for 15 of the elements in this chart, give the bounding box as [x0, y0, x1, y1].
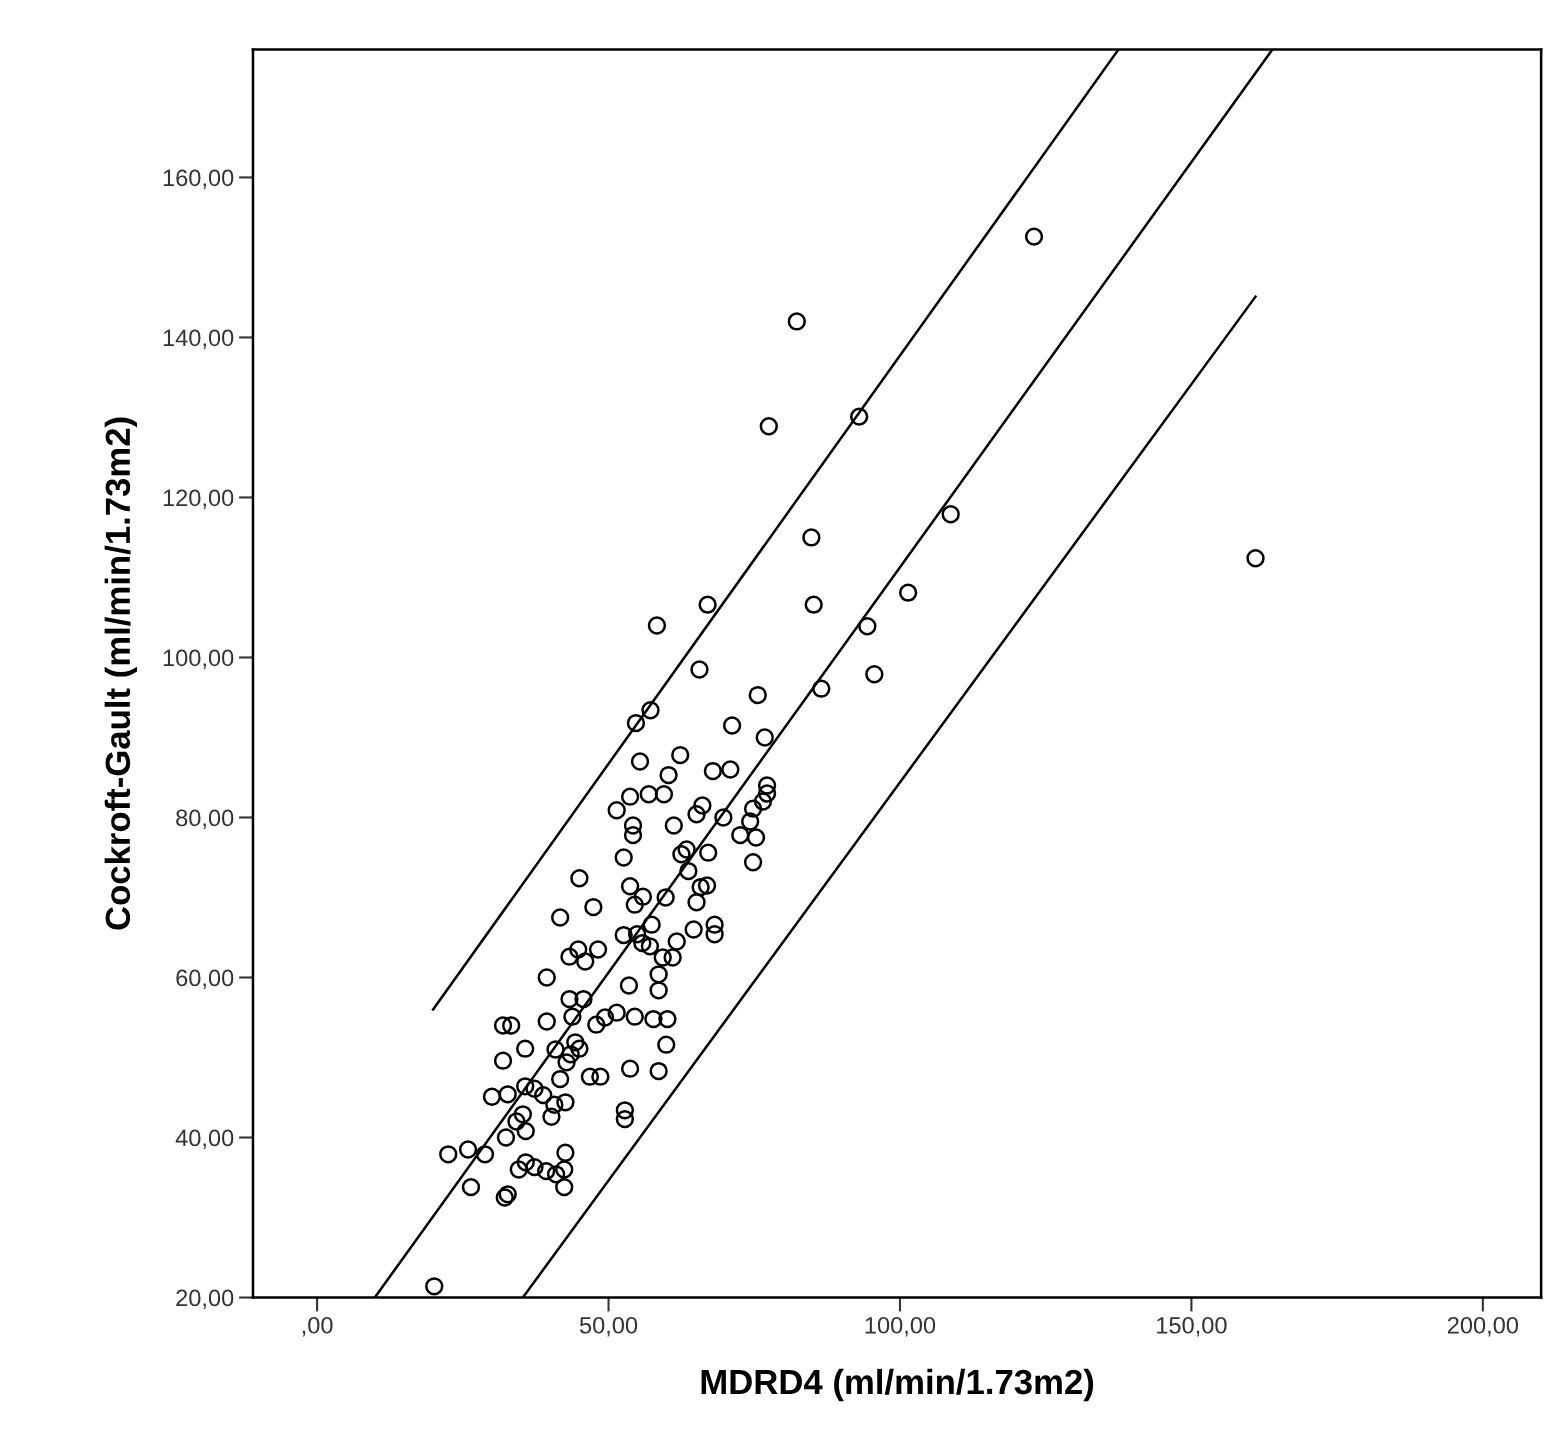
x-tick-label: 150,00 — [1157, 1316, 1227, 1337]
y-tick-label: 60,00 — [176, 969, 234, 990]
x-axis-title: MDRD4 (ml/min/1.73m2) — [701, 1368, 1094, 1402]
x-tick-label: 100,00 — [865, 1316, 936, 1337]
y-tick-label: 20,00 — [176, 1289, 234, 1310]
y-tick-label: 140,00 — [163, 329, 234, 350]
y-tick-label: 80,00 — [176, 809, 234, 830]
y-tick-label: 40,00 — [175, 1129, 234, 1150]
x-tick-label: 50,00 — [579, 1316, 638, 1337]
y-axis-title: Cockroft-Gault (ml/min/1.73m2) — [104, 417, 138, 930]
y-tick-label: 160,00 — [163, 169, 234, 189]
y-tick-label: 120,00 — [163, 489, 234, 510]
x-tick-label: 200,00 — [1447, 1316, 1519, 1337]
x-tick-label: ,00 — [302, 1316, 333, 1337]
y-tick-label: 100,00 — [163, 649, 234, 670]
